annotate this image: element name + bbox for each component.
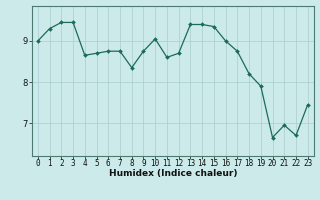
X-axis label: Humidex (Indice chaleur): Humidex (Indice chaleur) bbox=[108, 169, 237, 178]
